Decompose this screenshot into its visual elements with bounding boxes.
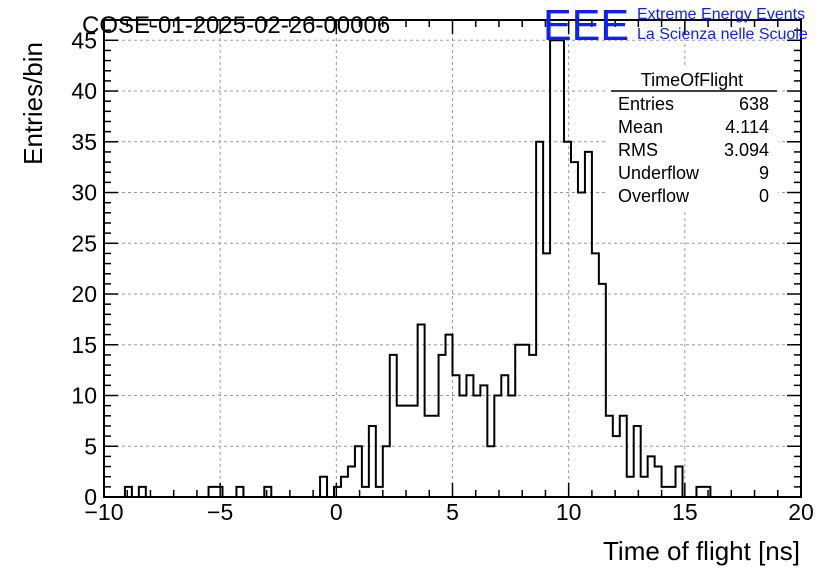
y-tick-label: 45 xyxy=(71,27,97,53)
histogram-bin xyxy=(529,355,536,497)
histogram-bin xyxy=(411,406,418,497)
eee-logo: EEE Extreme Energy Events La Scienza nel… xyxy=(543,1,808,50)
histogram-outline xyxy=(104,39,801,498)
histogram-bin xyxy=(703,487,710,497)
stats-value-mean: 4.114 xyxy=(725,117,769,137)
histogram-bin xyxy=(599,284,606,497)
histogram-bin xyxy=(564,142,571,497)
x-tick-label: 15 xyxy=(672,499,698,525)
y-tick-label: 20 xyxy=(71,281,97,307)
stats-box: TimeOfFlight Entries 638 Mean 4.114 RMS … xyxy=(607,68,778,211)
histogram-bin xyxy=(669,487,676,497)
stats-label-entries: Entries xyxy=(618,94,674,114)
stats-title: TimeOfFlight xyxy=(641,70,743,90)
x-axis-title: Time of flight [ns] xyxy=(603,536,800,566)
histogram-bin xyxy=(501,375,508,497)
histogram-bin xyxy=(355,446,362,497)
histogram-bin xyxy=(557,40,564,497)
stats-value-overflow: 0 xyxy=(759,186,769,206)
histogram-bin xyxy=(480,385,487,497)
axis-ticks xyxy=(103,19,802,498)
eee-logo-mark: EEE xyxy=(543,1,629,50)
y-tick-label: 40 xyxy=(71,78,97,104)
histogram-bin xyxy=(425,416,432,497)
x-tick-label: 0 xyxy=(330,499,343,525)
stats-value-underflow: 9 xyxy=(759,163,769,183)
x-tick-label: 5 xyxy=(446,499,459,525)
histogram-bin xyxy=(348,467,355,497)
histogram-bin xyxy=(648,456,655,497)
histogram-bin xyxy=(376,487,383,497)
histogram-bin xyxy=(550,40,557,497)
y-tick-label: 15 xyxy=(71,332,97,358)
y-axis-title: Entries/bin xyxy=(18,42,48,165)
histogram-bin xyxy=(453,375,460,497)
histogram-bin xyxy=(432,416,439,497)
y-tick-label: 30 xyxy=(71,180,97,206)
histogram-bin xyxy=(334,487,341,497)
stats-label-overflow: Overflow xyxy=(618,186,690,206)
stats-label-underflow: Underflow xyxy=(618,163,700,183)
x-tick-label: −10 xyxy=(84,499,123,525)
histogram-bin xyxy=(264,487,271,497)
histogram-bin xyxy=(446,335,453,497)
histogram-bin xyxy=(139,487,146,497)
y-tick-label: 0 xyxy=(84,484,97,510)
histogram-bin xyxy=(209,487,216,497)
histogram-bin xyxy=(404,406,411,497)
stats-value-entries: 638 xyxy=(739,94,769,114)
histogram-bin xyxy=(662,487,669,497)
histogram-bin xyxy=(515,345,522,497)
y-tick-label: 35 xyxy=(71,129,97,155)
y-tick-label: 5 xyxy=(84,433,97,459)
histogram-bin xyxy=(613,436,620,497)
stats-label-mean: Mean xyxy=(618,117,663,137)
histogram-bin xyxy=(676,467,683,497)
histogram-bin xyxy=(585,152,592,497)
histogram-bin xyxy=(369,426,376,497)
histogram-bin xyxy=(487,446,494,497)
histogram-bin xyxy=(543,253,550,497)
y-tick-label: 10 xyxy=(71,383,97,409)
histogram-bin xyxy=(466,375,473,497)
chart-title: COSE-01-2025-02-26-00006 xyxy=(82,12,390,39)
y-tick-labels: 0 5 10 15 20 25 30 35 40 45 xyxy=(71,27,97,510)
histogram-bin xyxy=(592,253,599,497)
stats-label-rms: RMS xyxy=(618,140,658,160)
histogram-bin xyxy=(236,487,243,497)
stats-value-rms: 3.094 xyxy=(724,140,769,160)
histogram-bin xyxy=(383,446,390,497)
histogram-bin xyxy=(536,142,543,497)
histogram-bin xyxy=(641,477,648,497)
x-tick-label: −5 xyxy=(207,499,233,525)
histogram-bin xyxy=(620,416,627,497)
y-tick-label: 25 xyxy=(71,230,97,256)
x-tick-labels: −10 −5 0 5 10 15 20 xyxy=(84,499,813,525)
eee-logo-line2: La Scienza nelle Scuole xyxy=(637,26,808,43)
x-tick-label: 10 xyxy=(556,499,582,525)
histogram-bin xyxy=(362,487,369,497)
histogram-bin xyxy=(627,477,634,497)
histogram-bin xyxy=(125,487,132,497)
histogram-bin xyxy=(522,345,529,497)
histogram-bin xyxy=(696,487,703,497)
histogram-bin xyxy=(390,355,397,497)
histogram-bin xyxy=(341,477,348,497)
histogram-bin xyxy=(655,467,662,497)
histogram-bin xyxy=(418,324,425,497)
histogram-bin xyxy=(216,487,223,497)
histogram-bin xyxy=(571,162,578,497)
x-tick-label: 20 xyxy=(788,499,814,525)
eee-logo-line1: Extreme Energy Events xyxy=(637,6,805,23)
stats-box-background xyxy=(607,68,778,211)
histogram-bin xyxy=(320,477,327,497)
histogram-bin xyxy=(634,426,641,497)
histogram-bin xyxy=(397,406,404,497)
histogram-bin xyxy=(439,355,446,497)
histogram-bin xyxy=(606,416,613,497)
